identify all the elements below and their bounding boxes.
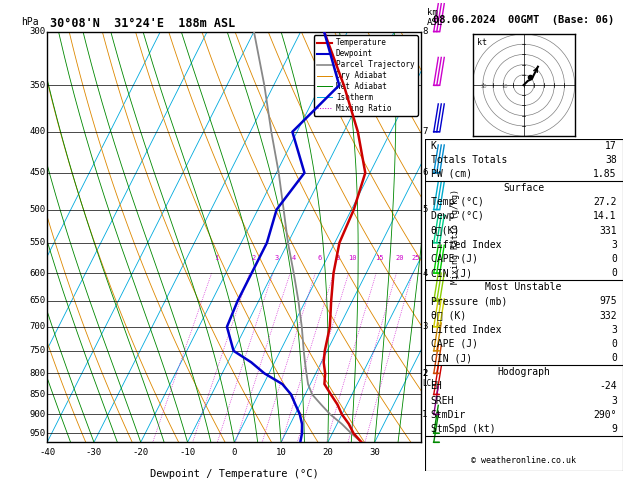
Text: 2: 2	[252, 255, 255, 261]
Text: 30: 30	[369, 449, 380, 457]
Text: -24: -24	[599, 382, 617, 391]
Text: 550: 550	[29, 238, 45, 247]
Text: 0: 0	[611, 268, 617, 278]
Text: Pressure (mb): Pressure (mb)	[430, 296, 507, 307]
Text: 0: 0	[611, 254, 617, 264]
Text: kt: kt	[477, 38, 487, 47]
Text: StmDir: StmDir	[430, 410, 465, 420]
Text: 0: 0	[231, 449, 237, 457]
Text: 17: 17	[605, 140, 617, 151]
Text: 4: 4	[422, 269, 428, 278]
Text: 800: 800	[29, 369, 45, 378]
Text: 8: 8	[335, 255, 340, 261]
Text: 10: 10	[276, 449, 286, 457]
Text: Mixing Ratio (g/kg): Mixing Ratio (g/kg)	[450, 190, 460, 284]
Text: 6: 6	[422, 168, 428, 177]
Text: 8: 8	[422, 27, 428, 36]
Text: Temp (°C): Temp (°C)	[430, 197, 484, 207]
Text: km
ASL: km ASL	[427, 8, 443, 28]
Text: 600: 600	[29, 269, 45, 278]
Text: Totals Totals: Totals Totals	[430, 155, 507, 165]
Text: 2
LCL: 2 LCL	[422, 369, 436, 388]
Text: 5: 5	[422, 205, 428, 214]
Text: 975: 975	[599, 296, 617, 307]
Text: Most Unstable: Most Unstable	[486, 282, 562, 292]
Text: 20: 20	[396, 255, 404, 261]
Text: EH: EH	[430, 382, 442, 391]
Text: θᴇ(K): θᴇ(K)	[430, 226, 460, 236]
Legend: Temperature, Dewpoint, Parcel Trajectory, Dry Adiabat, Wet Adiabat, Isotherm, Mi: Temperature, Dewpoint, Parcel Trajectory…	[314, 35, 418, 116]
Text: 290°: 290°	[593, 410, 617, 420]
Text: 500: 500	[29, 205, 45, 214]
Text: 2: 2	[422, 369, 428, 378]
Text: 6: 6	[317, 255, 321, 261]
Text: StmSpd (kt): StmSpd (kt)	[430, 424, 495, 434]
Text: Surface: Surface	[503, 183, 544, 193]
Text: hPa: hPa	[21, 17, 38, 28]
Text: K: K	[430, 140, 437, 151]
Text: SREH: SREH	[430, 396, 454, 406]
Text: 30°08'N  31°24'E  188m ASL: 30°08'N 31°24'E 188m ASL	[50, 17, 236, 30]
Text: CIN (J): CIN (J)	[430, 268, 472, 278]
Text: 7: 7	[422, 127, 428, 137]
Text: 20: 20	[481, 84, 487, 89]
Text: θᴇ (K): θᴇ (K)	[430, 311, 465, 321]
Text: Dewp (°C): Dewp (°C)	[430, 211, 484, 222]
Text: Dewpoint / Temperature (°C): Dewpoint / Temperature (°C)	[150, 469, 319, 479]
Text: 700: 700	[29, 322, 45, 331]
Text: 0: 0	[611, 339, 617, 349]
Text: 1.85: 1.85	[593, 169, 617, 179]
Text: CAPE (J): CAPE (J)	[430, 254, 477, 264]
Text: 1: 1	[214, 255, 218, 261]
Text: PW (cm): PW (cm)	[430, 169, 472, 179]
Text: 1: 1	[422, 410, 428, 419]
Text: 650: 650	[29, 296, 45, 306]
Text: 10: 10	[501, 84, 508, 89]
Text: 900: 900	[29, 410, 45, 419]
Text: CAPE (J): CAPE (J)	[430, 339, 477, 349]
Text: 08.06.2024  00GMT  (Base: 06): 08.06.2024 00GMT (Base: 06)	[433, 15, 615, 25]
Text: 3: 3	[275, 255, 279, 261]
Text: 300: 300	[29, 27, 45, 36]
Text: 15: 15	[376, 255, 384, 261]
Text: 3: 3	[611, 396, 617, 406]
Text: Lifted Index: Lifted Index	[430, 325, 501, 335]
Text: Lifted Index: Lifted Index	[430, 240, 501, 250]
Text: 27.2: 27.2	[593, 197, 617, 207]
Text: CIN (J): CIN (J)	[430, 353, 472, 363]
Text: 4: 4	[292, 255, 296, 261]
Text: 331: 331	[599, 226, 617, 236]
Text: -30: -30	[86, 449, 102, 457]
Text: 10: 10	[348, 255, 357, 261]
Text: 9: 9	[611, 424, 617, 434]
Text: 38: 38	[605, 155, 617, 165]
Text: 950: 950	[29, 429, 45, 438]
Text: -20: -20	[133, 449, 149, 457]
Text: 3: 3	[422, 322, 428, 331]
Text: 3: 3	[611, 325, 617, 335]
Text: Hodograph: Hodograph	[497, 367, 550, 377]
Text: © weatheronline.co.uk: © weatheronline.co.uk	[471, 455, 576, 465]
Text: 25: 25	[411, 255, 420, 261]
Text: 450: 450	[29, 168, 45, 177]
Text: 20: 20	[323, 449, 333, 457]
Text: -10: -10	[179, 449, 196, 457]
Text: 750: 750	[29, 347, 45, 355]
Text: 850: 850	[29, 390, 45, 399]
Text: 332: 332	[599, 311, 617, 321]
Text: 0: 0	[611, 353, 617, 363]
Text: 400: 400	[29, 127, 45, 137]
Text: -40: -40	[39, 449, 55, 457]
Text: 3: 3	[611, 240, 617, 250]
Text: 14.1: 14.1	[593, 211, 617, 222]
Text: 350: 350	[29, 81, 45, 90]
